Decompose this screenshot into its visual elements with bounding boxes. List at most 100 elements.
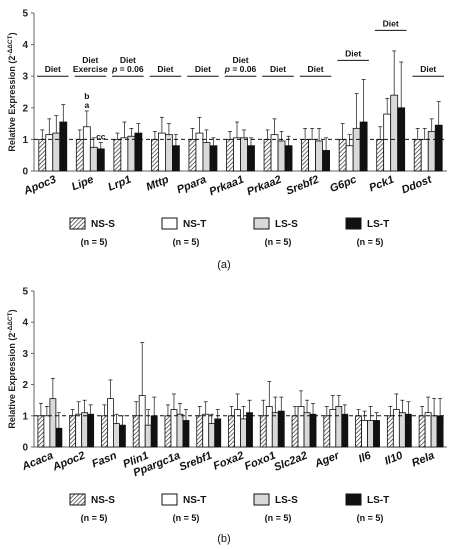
bar-slc2a2-ls-s <box>303 412 311 448</box>
bar-slc2a2-ls-t <box>309 413 317 448</box>
x-tick-label-foxa2: Foxa2 <box>212 450 246 473</box>
bar-mttp-ns-t <box>158 132 166 172</box>
legend-swatch-ls-t <box>345 493 362 506</box>
bar-il10-ls-s <box>398 412 406 448</box>
bar-ppargc1a-ns-t <box>170 409 178 448</box>
y-tick-label: 3 <box>22 72 28 83</box>
significance-text: Diet <box>308 64 324 74</box>
bar-prkaa1-ns-t <box>233 137 241 172</box>
x-tick-label-mttp: Mttp <box>145 174 171 194</box>
y-axis-label: Relative Expression (2-ΔΔCT) <box>7 32 17 151</box>
x-tick-label-prkaa1: Prkaa1 <box>208 174 246 199</box>
bar-srebf1-ns-s <box>196 415 204 448</box>
bar-pck1-ns-t <box>383 113 392 172</box>
bar-plin1-ns-t <box>138 395 146 448</box>
legend-n-ns-s: (n = 5) <box>81 513 108 523</box>
y-tick-label: 0 <box>22 443 28 454</box>
legend-label-ns-s: NS-S <box>91 219 115 230</box>
bar-fasn-ls-s <box>113 423 120 448</box>
x-tick-label-il10: Il10 <box>383 449 405 467</box>
legend-label-ls-t: LS-T <box>367 495 389 506</box>
significance-letter: cc <box>96 132 106 142</box>
legend-swatch-ns-t <box>161 217 178 230</box>
bar-pck1-ns-s <box>376 138 385 172</box>
legend-swatch-ls-s <box>253 217 270 230</box>
bar-ager-ls-t <box>341 413 349 448</box>
legend-label-ns-t: NS-T <box>183 495 206 506</box>
bar-mttp-ns-s <box>151 138 159 172</box>
x-tick-label-prkaa2: Prkaa2 <box>245 174 283 199</box>
bar-mttp-ls-t <box>172 145 180 172</box>
bar-apoc2-ls-t <box>87 413 95 448</box>
bar-ddost-ls-s <box>427 131 436 172</box>
bar-pck1-ls-s <box>390 94 399 172</box>
significance-text: Diet <box>82 55 98 65</box>
bar-foxa2-ls-s <box>240 418 247 448</box>
bar-prkaa1-ls-t <box>247 145 255 172</box>
legend-n-ls-s: (n = 5) <box>265 513 292 523</box>
bar-prkaa2-ns-t <box>270 134 279 172</box>
legend-n-ns-t: (n = 5) <box>173 513 200 523</box>
bar-ager-ls-s <box>335 406 343 448</box>
bar-ppara-ls-t <box>209 145 218 172</box>
bar-slc2a2-ns-t <box>297 406 305 448</box>
bar-foxa2-ls-t <box>246 412 253 448</box>
legend-swatch-ls-s <box>253 493 270 506</box>
bar-lipe-ns-t <box>82 126 91 172</box>
y-tick-label: 0 <box>22 167 28 178</box>
bar-ddost-ns-t <box>420 138 429 172</box>
x-tick-label-g6pc: G6pc <box>328 174 358 195</box>
bar-ager-ns-s <box>323 415 331 448</box>
legend-label-ns-s: NS-S <box>91 495 115 506</box>
y-tick-label: 1 <box>22 135 28 146</box>
x-tick-label-srebf2: Srebf2 <box>284 174 320 198</box>
bar-rela-ls-s <box>430 415 438 448</box>
significance-text: Diet <box>195 64 211 74</box>
bar-prkaa2-ns-s <box>263 138 272 172</box>
legend-n-ns-t: (n = 5) <box>173 237 200 247</box>
legend-swatch-ns-s <box>69 217 86 230</box>
bar-lrp1-ls-s <box>127 135 136 172</box>
y-tick-label: 4 <box>22 40 28 51</box>
bar-il10-ns-t <box>392 409 400 448</box>
bar-il6-ls-t <box>373 420 380 448</box>
legend-label-ls-t: LS-T <box>367 219 389 230</box>
bar-srebf1-ls-t <box>214 418 222 448</box>
bar-foxo1-ls-s <box>271 412 279 448</box>
bar-foxo1-ls-t <box>277 410 285 448</box>
y-axis-label: Relative Expression (2-ΔΔCT) <box>7 309 17 428</box>
bar-srebf2-ns-s <box>301 138 309 172</box>
bar-acaca-ls-t <box>55 427 63 448</box>
bar-fasn-ns-t <box>107 398 114 448</box>
y-tick-label: 5 <box>22 287 28 298</box>
bar-g6pc-ns-t <box>345 145 354 172</box>
significance-text: p = 0.06 <box>111 64 144 74</box>
bar-g6pc-ls-s <box>352 127 361 172</box>
bar-apoc3-ns-s <box>38 138 47 172</box>
bar-lrp1-ns-s <box>113 138 122 172</box>
significance-text: Diet <box>270 64 286 74</box>
significance-text: Diet <box>420 64 436 74</box>
legend-n-ls-s: (n = 5) <box>265 237 292 247</box>
significance-text: Exercise <box>73 64 108 74</box>
bar-mttp-ls-s <box>165 134 173 172</box>
bar-srebf2-ns-t <box>308 138 316 172</box>
bar-srebf2-ls-t <box>322 150 330 172</box>
bar-foxa2-ns-t <box>234 409 241 448</box>
bar-acaca-ls-s <box>49 398 57 448</box>
bar-lipe-ns-s <box>75 138 84 172</box>
x-tick-label-lipe: Lipe <box>70 174 95 194</box>
bar-apoc2-ls-s <box>81 412 89 448</box>
bar-srebf1-ls-s <box>208 423 216 448</box>
significance-text: Diet <box>383 18 399 28</box>
bar-ppara-ns-t <box>195 132 204 172</box>
bar-apoc2-ns-s <box>69 415 77 448</box>
bar-apoc2-ns-t <box>75 413 83 448</box>
bar-plin1-ls-s <box>144 424 152 448</box>
bar-ppara-ns-s <box>188 138 197 172</box>
x-tick-label-srebf1: Srebf1 <box>178 450 214 474</box>
legend-n-ns-s: (n = 5) <box>81 237 108 247</box>
bar-il6-ns-s <box>355 415 362 448</box>
x-tick-label-pck1: Pck1 <box>367 174 395 195</box>
